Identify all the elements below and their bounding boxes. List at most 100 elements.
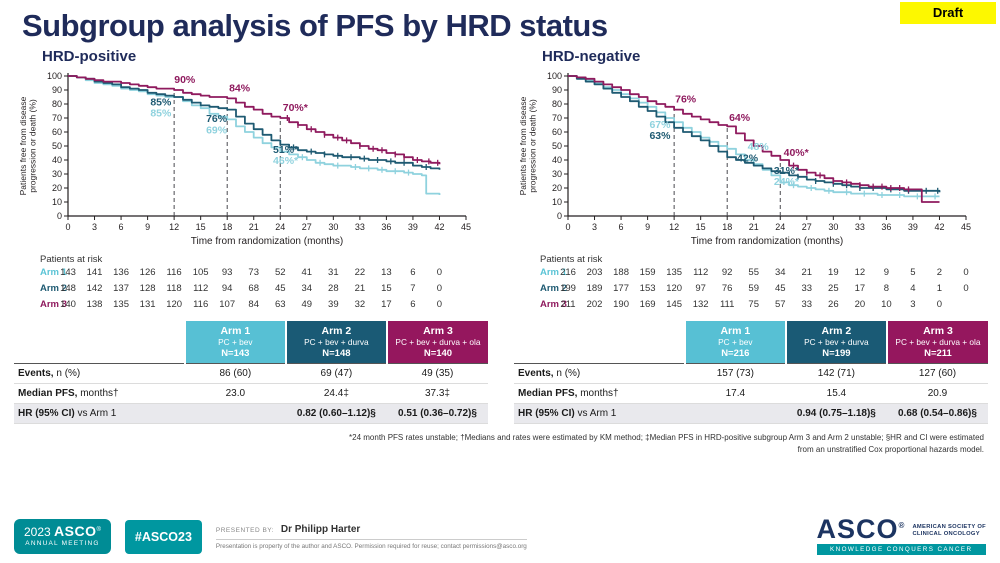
footnote: *24 month PFS rates unstable; †Medians a… [349,433,984,454]
km-curve-arm-1 [68,75,441,195]
risk-count: 153 [639,283,656,294]
x-tick-label: 30 [828,222,838,232]
risk-count: 143 [60,267,76,278]
x-tick-label: 42 [934,222,944,232]
n-label: N=148 [322,348,351,360]
regimen-label: PC + bev + durva [804,337,869,347]
x-tick-label: 36 [381,222,391,232]
x-tick-label: 39 [908,222,918,232]
x-tick-label: 30 [328,222,338,232]
risk-count: 59 [748,283,760,294]
x-tick-label: 24 [275,222,285,232]
rate-annotation: 48% [748,141,770,153]
risk-count: 17 [854,283,866,294]
risk-count: 25 [828,283,839,294]
risk-count: 76 [721,283,733,294]
slide-header: Subgroup analysis of PFS by HRD status D… [0,0,1000,44]
rate-annotation: 76% [675,94,697,106]
rate-annotation: 70%* [283,102,309,114]
rate-annotation: 64% [729,112,751,124]
risk-count: 105 [192,267,209,278]
risk-count: 118 [166,283,182,294]
asco-society-text: AMERICAN SOCIETY OF CLINICAL ONCOLOGY [912,523,986,538]
risk-count: 4 [910,283,916,294]
y-tick-label: 10 [52,197,62,207]
risk-count: 3 [910,299,916,310]
y-tick-label: 20 [552,183,562,193]
table-value: 86 (60) [219,368,252,380]
presenter-block: PRESENTED BY: Dr Philipp Harter Presenta… [215,524,527,550]
risk-count: 34 [301,283,313,294]
risk-count: 6 [410,299,416,310]
risk-count: 17 [381,299,392,310]
rate-annotation: 24%* [774,176,800,188]
panel-hrd-negative: HRD-negative 0 10 20 30 40 50 60 70 80 90 100 0 3 6 9 1… [514,48,988,317]
registered-mark: ® [898,521,906,531]
arm-label: Arm 2 [321,325,352,337]
risk-count: 28 [328,283,339,294]
risk-count: 145 [666,299,683,310]
patients-at-risk-label: Patients at risk [40,254,103,265]
y-tick-label: 50 [552,141,562,151]
risk-count: 188 [613,267,629,278]
risk-count: 142 [86,283,103,294]
table-value: 23.0 [225,388,246,400]
x-tick-label: 45 [961,222,971,232]
rate-annotation: 31%* [774,165,800,177]
risk-count: 126 [139,267,156,278]
risk-count: 169 [639,299,656,310]
x-tick-label: 21 [249,222,259,232]
y-tick-label: 90 [552,85,562,95]
y-tick-label: 40 [52,155,62,165]
risk-count: 9 [883,267,890,278]
risk-row-label: Arm 2 [540,283,567,294]
x-tick-label: 33 [355,222,365,232]
risk-count: 19 [828,267,839,278]
risk-count: 116 [166,267,182,278]
y-tick-label: 30 [52,169,62,179]
table-corner [14,321,185,364]
x-tick-label: 18 [222,222,232,232]
annual-meeting-year-brand: 2023 ASCO® [24,524,101,539]
arm-label: Arm 3 [423,325,453,337]
table-value: 0.94 (0.75–1.18)§ [796,408,876,420]
risk-count: 33 [801,283,813,294]
summary-table-hrd-negative: Arm 1 PC + bev N=216 Arm 2 PC + bev + durva N… [514,321,988,424]
y-tick-label: 0 [57,211,62,221]
panel-hrd-positive: HRD-positive 0 10 20 30 40 50 60 70 80 90 100 0 3 6 9 1… [14,48,488,317]
draft-badge: Draft [900,2,996,24]
risk-count: 8 [883,283,890,294]
column-header-arm-2: Arm 2 PC + bev + durva N=148 [284,321,387,364]
x-axis-title: Time from randomization (months) [691,236,843,247]
x-tick-label: 45 [461,222,471,232]
risk-count: 13 [381,267,392,278]
risk-count: 159 [639,267,656,278]
presented-by-line: PRESENTED BY: Dr Philipp Harter [216,524,527,535]
regimen-label: PC + bev [718,337,753,347]
rate-annotation: 51%* [273,144,299,156]
arm-label: Arm 3 [923,325,953,337]
regimen-label: PC + bev + durva [304,337,369,347]
risk-count: 34 [774,267,786,278]
table-value: 17.4 [725,388,746,400]
row-label: HR (95% CI) vs Arm 1 [518,408,617,420]
risk-count: 5 [910,267,916,278]
risk-count: 31 [328,267,339,278]
permission-disclaimer: Presentation is property of the author a… [215,538,527,550]
regimen-label: PC + bev + durva + ola [395,337,481,347]
x-tick-label: 3 [92,222,97,232]
hashtag-badge: #ASCO23 [124,519,202,554]
table-value: 157 (73) [716,368,754,380]
presented-by-label: PRESENTED BY: [215,526,275,534]
column-header-arm-2: Arm 2 PC + bev + durva N=199 [784,321,887,364]
table-value: 49 (35) [421,368,454,380]
risk-count: 199 [560,283,576,294]
arm-label: Arm 2 [821,325,852,337]
asco-brand-text: ASCO® [816,514,906,545]
risk-count: 45 [274,283,286,294]
risk-count: 131 [139,299,156,310]
x-tick-label: 12 [169,222,179,232]
table-corner [514,321,685,364]
km-curve-arm-1 [568,75,940,198]
